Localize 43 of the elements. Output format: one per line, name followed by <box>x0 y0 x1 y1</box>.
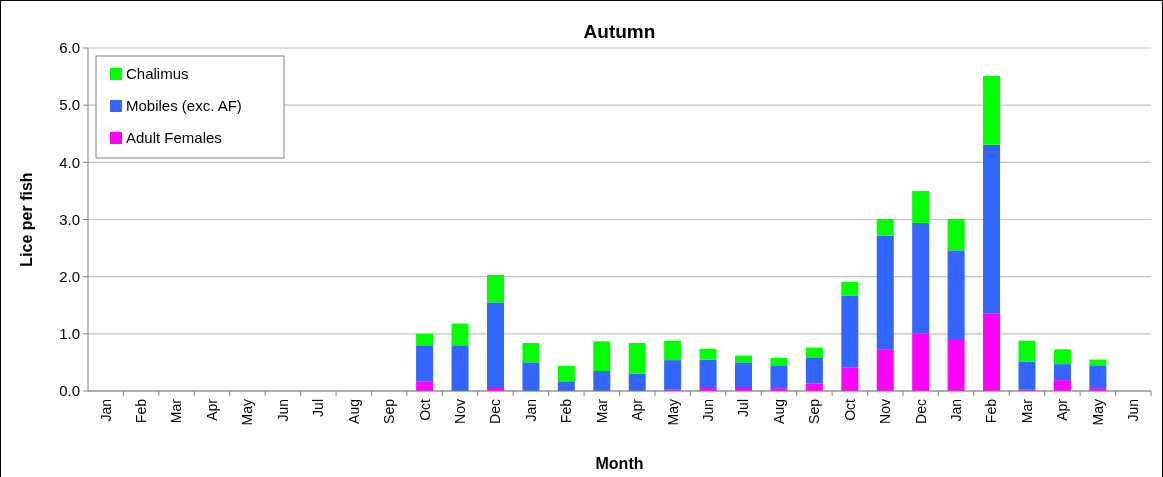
x-tick-label: Jun <box>274 399 291 422</box>
x-tick-label: May <box>1089 399 1106 426</box>
x-tick-label: Mar <box>1018 398 1035 424</box>
x-tick-label: Feb <box>558 398 575 424</box>
x-tick-label: Oct <box>416 398 433 421</box>
chart-title: Autumn <box>583 21 656 42</box>
x-tick-label: Feb <box>133 398 150 424</box>
x-tick-label: May <box>664 399 681 426</box>
y-tick-label: 2.0 <box>59 267 80 285</box>
x-tick-label: Jan <box>97 399 114 422</box>
x-tick-label: Sep <box>806 398 823 424</box>
x-tick-label: Aug <box>345 399 362 424</box>
x-tick-label: Jul <box>310 399 327 417</box>
x-tick-label: Mar <box>168 398 185 424</box>
x-tick-label: Apr <box>1054 398 1071 421</box>
x-axis-title: Month <box>595 455 644 472</box>
x-tick-label: Jul <box>735 399 752 417</box>
x-tick-label: Nov <box>877 399 894 424</box>
x-tick-label: Nov <box>451 399 468 424</box>
y-tick-label: 1.0 <box>59 325 80 343</box>
x-tick-label: Jan <box>522 399 539 422</box>
x-tick-label: Jun <box>699 399 716 422</box>
x-tick-label: May <box>239 399 256 426</box>
y-tick-label: 5.0 <box>59 96 80 114</box>
y-tick-label: 3.0 <box>59 210 80 228</box>
y-tick-label: 6.0 <box>59 39 80 57</box>
x-tick-label: Dec <box>487 399 504 424</box>
x-tick-label: Apr <box>629 398 646 421</box>
legend-label: Chalimus <box>126 65 189 83</box>
y-tick-label: 4.0 <box>59 153 80 171</box>
x-tick-label: Mar <box>593 398 610 424</box>
x-tick-label: Sep <box>381 398 398 424</box>
x-tick-label: Aug <box>770 399 787 424</box>
legend-label: Mobiles (exc. AF) <box>126 97 242 115</box>
x-tick-label: Oct <box>841 398 858 421</box>
y-tick-label: 0.0 <box>59 382 80 400</box>
x-tick-label: Jan <box>948 399 965 422</box>
legend-label: Adult Females <box>126 129 222 147</box>
x-tick-label: Dec <box>912 399 929 424</box>
x-tick-label: Jun <box>1125 399 1142 422</box>
y-axis-title: Lice per fish <box>18 172 35 267</box>
x-tick-label: Feb <box>983 398 1000 424</box>
x-tick-label: Apr <box>203 398 220 421</box>
